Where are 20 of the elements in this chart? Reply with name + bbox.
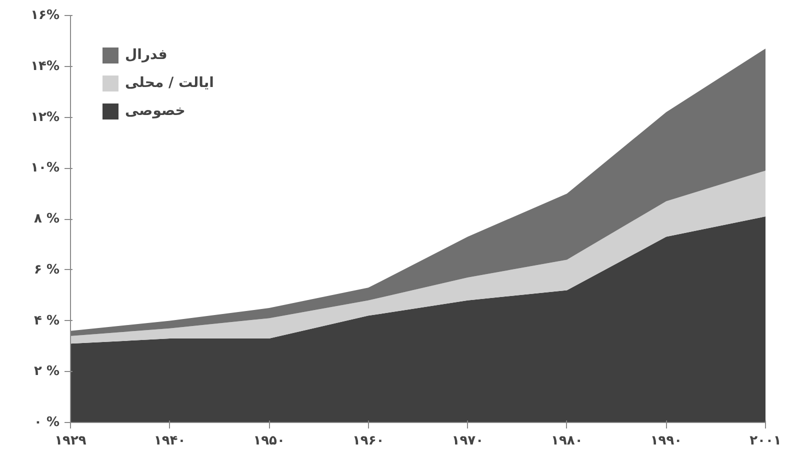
x-tick-label: ۱۹۶۰ — [352, 434, 384, 448]
x-tick-label: ۱۹۹۰ — [650, 434, 682, 448]
legend-label: ایالت / محلی — [125, 75, 214, 91]
x-tick-label: ۲۰۰۱ — [750, 434, 782, 448]
y-tick-label: ۴ % — [34, 313, 60, 328]
legend-label: خصوصی — [125, 103, 186, 119]
y-tick-label: ۰ % — [34, 415, 60, 430]
y-tick-label: ۱۶% — [30, 8, 60, 23]
y-tick-label: ۲ % — [34, 364, 60, 380]
x-tick-label: ۱۹۷۰ — [452, 434, 484, 448]
x-tick-label: ۱۹۲۹ — [54, 434, 86, 448]
x-tick-label: ۱۹۵۰ — [253, 434, 285, 448]
y-tick-label: ۶ % — [34, 262, 60, 278]
legend-label: فدرال — [125, 47, 168, 63]
y-tick-label: ۱۴% — [30, 58, 60, 74]
y-tick-label: ۸ % — [34, 212, 60, 226]
y-tick-label: ۱۰% — [30, 160, 60, 176]
x-tick-label: ۱۹۴۰ — [154, 434, 186, 448]
y-tick-label: ۱۲% — [30, 110, 60, 125]
x-tick-label: ۱۹۸۰ — [551, 434, 583, 448]
